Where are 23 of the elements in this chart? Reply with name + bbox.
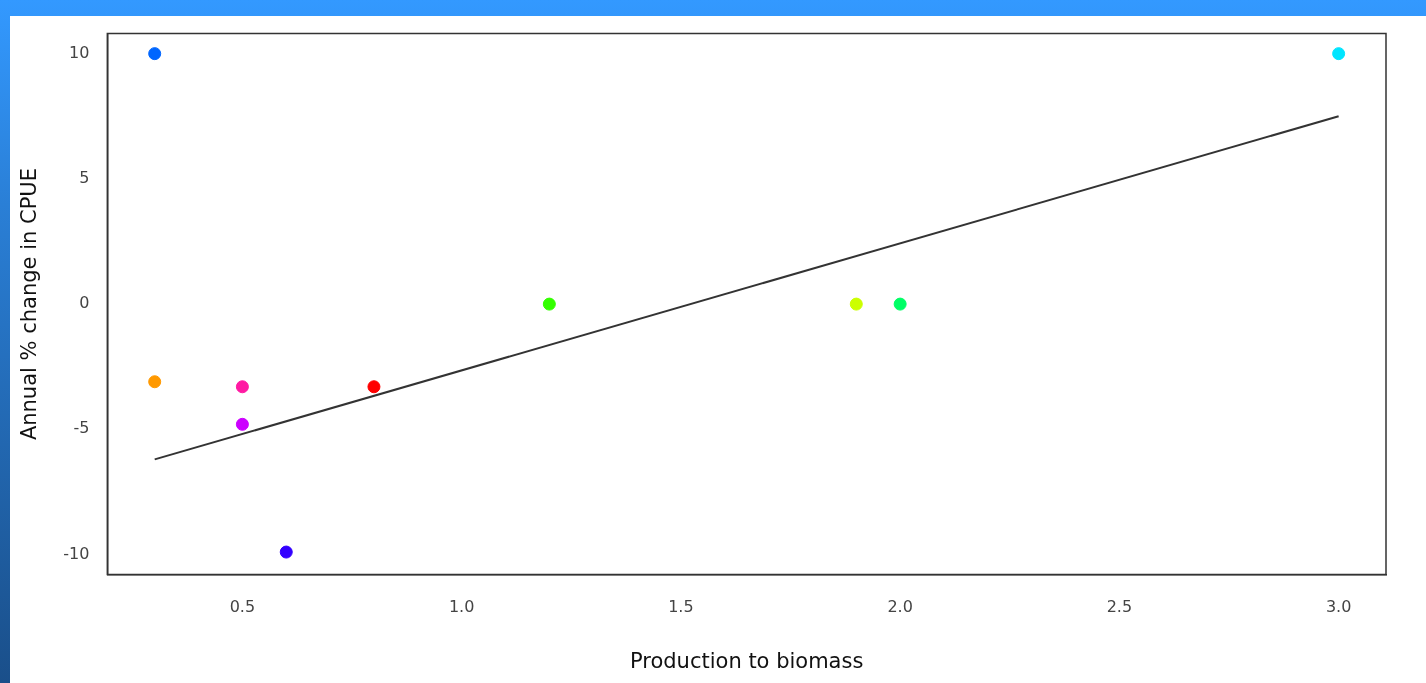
x-tick-label: 2.0	[887, 597, 913, 617]
y-tick-label: -10	[63, 543, 90, 563]
x-tick-label: 0.5	[229, 597, 256, 617]
point	[279, 545, 293, 559]
y-tick-label: 10	[68, 42, 90, 62]
point	[542, 297, 556, 311]
x-tick-label: 1.5	[668, 597, 694, 617]
x-tick-label: 3.0	[1325, 597, 1352, 617]
y-tick-label: -5	[73, 418, 90, 438]
point	[849, 297, 863, 311]
point	[235, 380, 249, 394]
x-tick-label: 2.5	[1106, 597, 1133, 617]
point	[148, 47, 162, 61]
point	[1332, 47, 1346, 61]
y-tick-label: 5	[79, 168, 90, 188]
x-tick-label: 1.0	[448, 597, 475, 617]
y-axis-title: Annual % change in CPUE	[17, 168, 42, 441]
point	[235, 417, 249, 431]
point	[893, 297, 907, 311]
x-axis-title: Production to biomass	[629, 648, 864, 673]
point	[367, 380, 381, 394]
point	[148, 375, 162, 389]
y-tick-label: 0	[79, 293, 90, 313]
